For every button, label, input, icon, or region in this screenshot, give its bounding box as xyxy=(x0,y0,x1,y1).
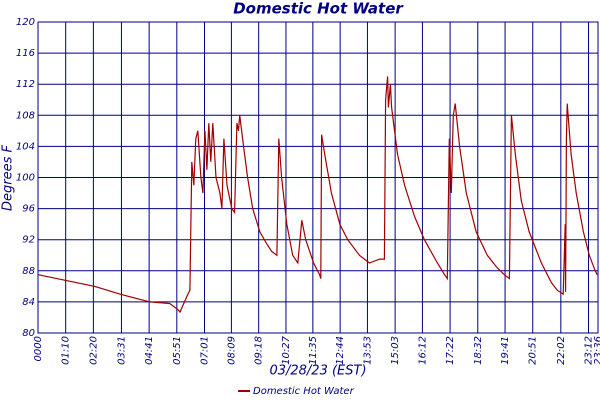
x-tick-label: 08:09 xyxy=(226,336,237,365)
x-tick-label: 17:22 xyxy=(445,336,456,365)
y-tick-label: 108 xyxy=(16,110,35,121)
x-tick-label: 15:03 xyxy=(390,336,401,365)
y-tick-label: 100 xyxy=(16,173,35,184)
x-tick-label: 23:36 xyxy=(593,336,600,365)
y-tick-label: 116 xyxy=(16,48,35,59)
x-tick-label: 19:41 xyxy=(500,336,511,365)
x-tick-label: 05:51 xyxy=(172,336,183,365)
x-tick-label: 10:27 xyxy=(281,335,292,364)
y-tick-label: 112 xyxy=(16,79,35,90)
y-tick-label: 80 xyxy=(22,328,35,339)
y-tick-label: 104 xyxy=(16,141,35,152)
y-tick-label: 84 xyxy=(22,297,35,308)
x-tick-label: 22:02 xyxy=(556,336,567,365)
x-tick-label: 13:53 xyxy=(362,336,373,365)
x-tick-label: 07:01 xyxy=(199,336,210,365)
x-tick-label: 23:12 xyxy=(584,336,595,365)
y-tick-label: 92 xyxy=(22,235,35,246)
x-axis-label: 03/28/23 (EST) xyxy=(269,364,366,379)
y-tick-label: 88 xyxy=(22,266,35,277)
x-tick-label: 18:32 xyxy=(473,336,484,365)
legend-label: Domestic Hot Water xyxy=(253,386,355,397)
x-tick-label: 11:35 xyxy=(308,336,319,365)
y-axis-label: Degrees F xyxy=(1,144,16,211)
x-tick-label: 01:10 xyxy=(61,336,72,365)
x-tick-label: 03:31 xyxy=(116,336,127,365)
x-tick-label: 04:41 xyxy=(144,336,155,365)
x-tick-label: 12:44 xyxy=(335,336,346,365)
x-tick-label: 09:18 xyxy=(254,336,265,365)
chart-title: Domestic Hot Water xyxy=(233,0,404,18)
y-tick-label: 120 xyxy=(16,17,35,28)
x-tick-label: 16:12 xyxy=(417,336,428,365)
x-tick-label: 20:51 xyxy=(528,336,539,365)
x-tick-label: 0000 xyxy=(33,336,44,361)
y-tick-label: 96 xyxy=(22,204,35,215)
data-line xyxy=(37,76,598,314)
x-tick-label: 02:20 xyxy=(88,336,99,365)
